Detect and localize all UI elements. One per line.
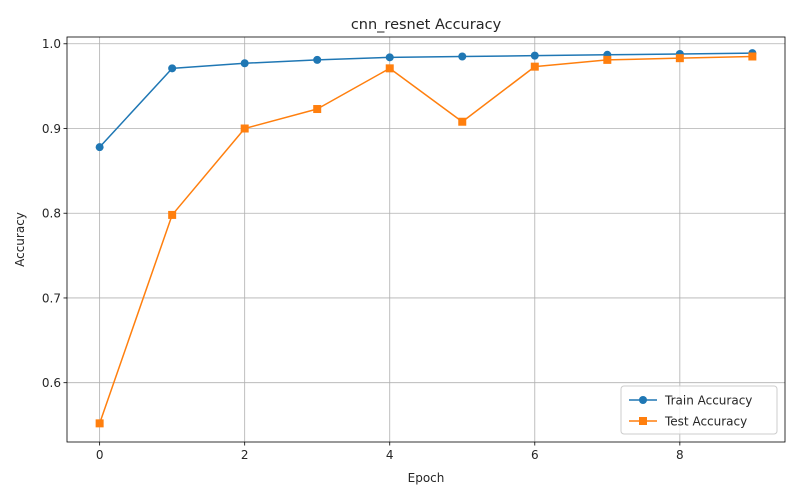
data-point: [95, 143, 104, 152]
data-point: [313, 105, 322, 114]
data-point: [240, 124, 249, 133]
series-line-train: [99, 52, 753, 148]
legend: Train Accuracy Test Accuracy: [620, 385, 778, 435]
data-point: [603, 55, 612, 64]
legend-marker: [639, 396, 647, 404]
x-tick-label: 6: [531, 448, 539, 462]
legend-label: Train Accuracy: [664, 393, 752, 407]
chart-title: cnn_resnet Accuracy: [351, 17, 502, 33]
data-point: [313, 55, 322, 64]
series-layer: [95, 49, 757, 428]
legend-marker: [639, 417, 647, 425]
plot-area-frame: [66, 36, 786, 443]
x-tick-label: 4: [386, 448, 394, 462]
x-tick-label: 2: [241, 448, 249, 462]
x-tick-label: 0: [96, 448, 104, 462]
legend-box: [620, 385, 778, 435]
data-point: [240, 59, 249, 68]
data-point: [530, 62, 539, 71]
axis-ticks: 0 2 4 6 8 0.6 0.7 0.8 0.9 1.0: [42, 37, 684, 462]
grid-lines: [67, 37, 785, 442]
y-tick-label: 0.6: [42, 376, 61, 390]
y-tick-label: 0.8: [42, 207, 61, 221]
data-point: [458, 52, 467, 61]
y-tick-label: 0.9: [42, 122, 61, 136]
data-point: [530, 51, 539, 60]
data-point: [675, 54, 684, 63]
data-point: [748, 52, 757, 61]
data-point: [385, 53, 394, 62]
data-point: [95, 419, 104, 428]
data-point: [458, 117, 467, 126]
data-point: [385, 64, 394, 73]
y-tick-label: 0.7: [42, 291, 61, 305]
y-axis-title: Accuracy: [13, 212, 27, 267]
x-axis-title: Epoch: [408, 471, 445, 485]
data-point: [168, 64, 177, 73]
x-tick-label: 8: [676, 448, 684, 462]
y-tick-label: 1.0: [42, 37, 61, 51]
series-line-test: [98, 55, 753, 424]
data-point: [168, 210, 177, 219]
legend-label: Test Accuracy: [664, 414, 747, 428]
